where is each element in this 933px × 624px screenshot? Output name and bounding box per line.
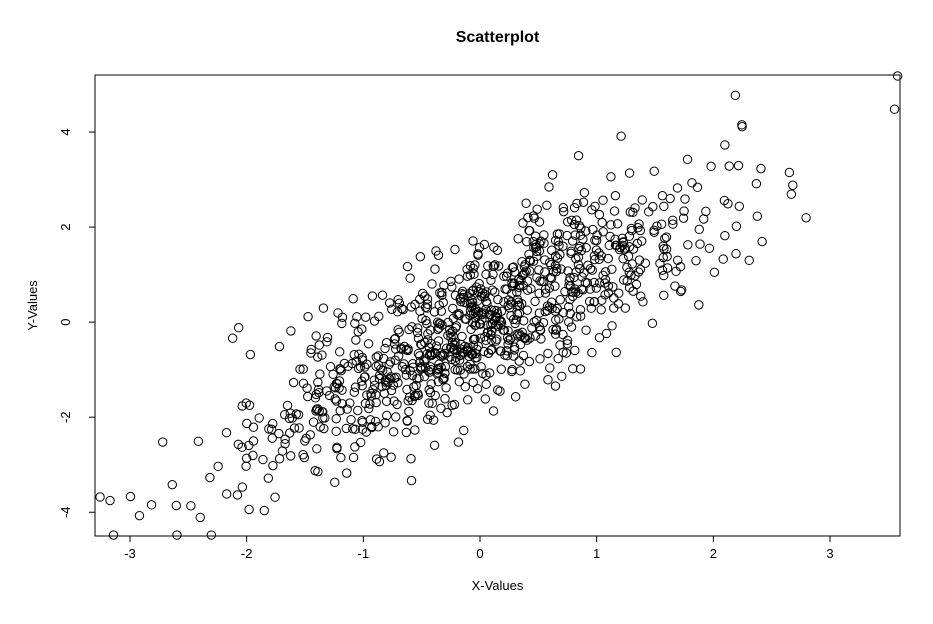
svg-text:-4: -4 (58, 506, 73, 518)
scatter-points (96, 72, 902, 540)
svg-text:0: 0 (58, 319, 73, 326)
svg-text:2: 2 (58, 223, 73, 230)
plot-frame (95, 75, 900, 536)
svg-text:0: 0 (476, 546, 483, 561)
svg-text:-2: -2 (58, 411, 73, 423)
x-axis-label: X-Values (472, 578, 524, 593)
svg-text:-3: -3 (124, 546, 136, 561)
y-ticks: -4 -2 0 2 4 (58, 128, 95, 518)
svg-text:-2: -2 (241, 546, 253, 561)
y-axis-label: Y-Values (25, 280, 40, 331)
svg-text:1: 1 (593, 546, 600, 561)
x-ticks: -3 -2 -1 0 1 2 3 (124, 536, 833, 561)
svg-text:3: 3 (826, 546, 833, 561)
chart-title: Scatterplot (456, 29, 540, 46)
svg-text:-1: -1 (358, 546, 370, 561)
svg-text:2: 2 (710, 546, 717, 561)
chart-svg: Scatterplot -3-2-10123 -4-2024 X-Values … (0, 0, 933, 624)
svg-text:4: 4 (58, 128, 73, 135)
scatter-chart: Scatterplot -3-2-10123 -4-2024 X-Values … (0, 0, 933, 624)
